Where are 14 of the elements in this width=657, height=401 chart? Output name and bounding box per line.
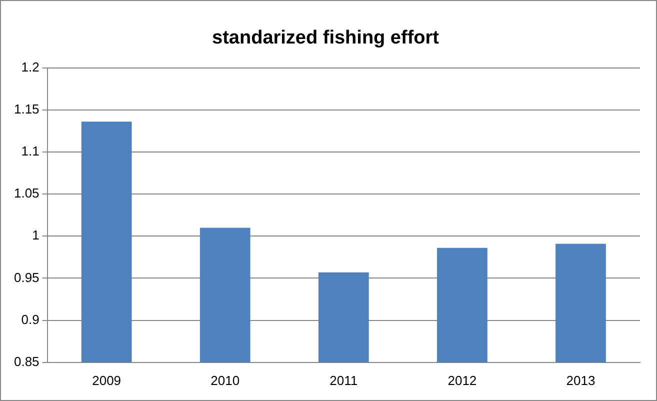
chart-title: standarized fishing effort xyxy=(212,28,440,49)
y-tick-label: 1 xyxy=(32,228,40,243)
y-tick-label: 1.2 xyxy=(21,59,40,74)
y-tick-label: 0.95 xyxy=(14,270,40,285)
x-tick-label: 2010 xyxy=(210,372,240,388)
y-tick-label: 0.9 xyxy=(21,312,40,327)
x-tick-label: 2009 xyxy=(92,372,122,388)
y-tick-label: 1.15 xyxy=(14,101,40,116)
x-tick-label: 2012 xyxy=(448,372,477,388)
x-tick-label: 2011 xyxy=(330,372,358,388)
y-tick-label: 0.85 xyxy=(14,354,40,369)
x-tick-label: 2013 xyxy=(566,372,596,388)
y-tick-label: 1.05 xyxy=(14,186,40,201)
y-tick-label: 1.1 xyxy=(21,144,40,159)
